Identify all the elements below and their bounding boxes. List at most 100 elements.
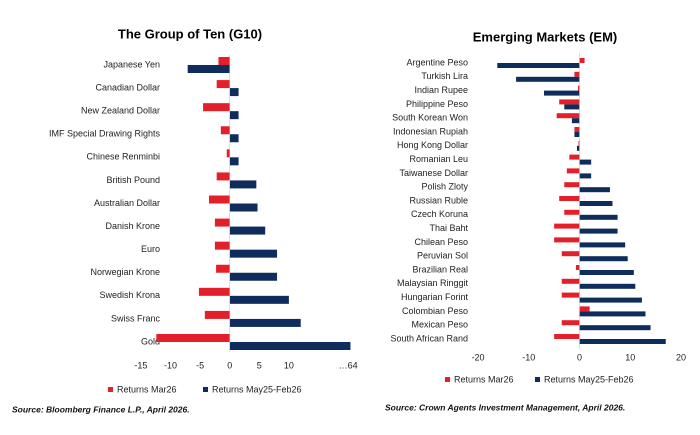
category-label: Brazilian Real — [412, 264, 468, 274]
bar — [554, 334, 580, 339]
bar — [579, 58, 585, 63]
bar — [208, 195, 230, 204]
x-tick-label: 10 — [625, 352, 635, 362]
category-label: Hungarian Forint — [401, 292, 469, 302]
x-tick-label: …64 — [339, 360, 358, 370]
legend-label: Returns Mar26 — [117, 384, 177, 394]
category-label: Polish Zloty — [421, 182, 468, 192]
bar — [229, 180, 257, 189]
x-tick-label: 20 — [676, 352, 686, 362]
bar — [566, 168, 580, 174]
bar — [229, 111, 239, 120]
bar — [579, 283, 636, 289]
category-label: Argentine Peso — [406, 57, 468, 67]
legend-swatch — [108, 387, 113, 392]
category-label: Czech Koruna — [411, 209, 468, 219]
category-label: Romanian Leu — [409, 154, 468, 164]
bar — [229, 203, 258, 212]
legend-label: Returns May25-Feb26 — [544, 374, 634, 384]
category-label: Russian Ruble — [409, 195, 468, 205]
category-label: Japanese Yen — [103, 59, 160, 69]
legend-swatch — [203, 387, 208, 392]
category-label: Australian Dollar — [94, 198, 160, 208]
x-tick-label: 10 — [284, 360, 294, 370]
bar — [564, 209, 580, 215]
bar — [218, 57, 230, 65]
bar — [564, 104, 580, 110]
bar — [229, 272, 278, 281]
bar — [220, 126, 230, 135]
bar — [579, 242, 626, 248]
bar — [203, 103, 230, 112]
category-label: Turkish Lira — [421, 71, 468, 81]
bar — [187, 65, 230, 73]
bar — [554, 223, 580, 229]
category-label: Swiss Franc — [111, 313, 161, 323]
bar — [561, 278, 580, 284]
x-tick-label: -15 — [134, 360, 147, 370]
bar — [574, 132, 580, 137]
category-label: Chilean Peso — [414, 237, 468, 247]
chart-title: The Group of Ten (G10) — [118, 26, 262, 41]
bar — [156, 334, 230, 342]
category-label: Malaysian Ringgit — [397, 278, 469, 288]
bar — [571, 118, 580, 124]
category-label: Euro — [141, 244, 160, 254]
legend-swatch — [445, 377, 450, 382]
legend-label: Returns Mar26 — [454, 374, 514, 384]
bar — [564, 182, 580, 188]
bar — [576, 145, 580, 151]
bar — [561, 292, 580, 298]
category-label: Philippine Peso — [406, 99, 468, 109]
bar — [229, 157, 239, 166]
bar — [216, 80, 230, 89]
category-label: South African Rand — [390, 333, 468, 343]
bar — [561, 320, 580, 326]
category-label: Chinese Renminbi — [86, 152, 160, 162]
bar — [559, 196, 580, 201]
bar — [579, 311, 646, 317]
bar — [579, 173, 592, 179]
category-label: Taiwanese Dollar — [399, 168, 468, 178]
bar — [229, 318, 301, 327]
bar — [229, 226, 266, 235]
bar — [216, 264, 230, 273]
bar — [579, 228, 618, 234]
category-label: Colombian Peso — [402, 306, 468, 316]
bar — [216, 172, 230, 181]
bar — [559, 99, 580, 105]
bar — [229, 134, 239, 143]
bar — [198, 287, 230, 296]
bar — [578, 140, 580, 146]
category-label: South Korean Won — [392, 113, 468, 123]
bar — [579, 187, 610, 193]
source-note: Source: Bloomberg Finance L.P., April 20… — [12, 404, 190, 414]
bar — [226, 149, 230, 158]
x-tick-label: -5 — [196, 360, 204, 370]
bar — [214, 218, 230, 227]
x-tick-label: -10 — [164, 360, 177, 370]
bar — [579, 306, 590, 312]
x-tick-label: 5 — [257, 360, 262, 370]
bar — [579, 256, 628, 262]
x-tick-label: 0 — [227, 360, 232, 370]
bar — [554, 237, 580, 243]
bar — [214, 241, 230, 250]
category-label: Indian Rupee — [414, 85, 468, 95]
category-label: Hong Kong Dollar — [397, 140, 468, 150]
x-tick-label: 0 — [577, 352, 582, 362]
bar — [556, 113, 580, 119]
chart-title: Emerging Markets (EM) — [473, 29, 617, 44]
bar — [579, 339, 666, 344]
category-label: IMF Special Drawing Rights — [49, 129, 161, 139]
bar — [579, 270, 634, 275]
x-tick-label: -10 — [522, 352, 535, 362]
legend-label: Returns May25-Feb26 — [212, 384, 302, 394]
bar — [574, 127, 580, 132]
bar — [569, 154, 580, 160]
category-label: Thai Baht — [429, 223, 468, 233]
category-label: Peruvian Sol — [417, 251, 468, 261]
legend-swatch — [535, 377, 540, 382]
category-label: Canadian Dollar — [95, 82, 160, 92]
